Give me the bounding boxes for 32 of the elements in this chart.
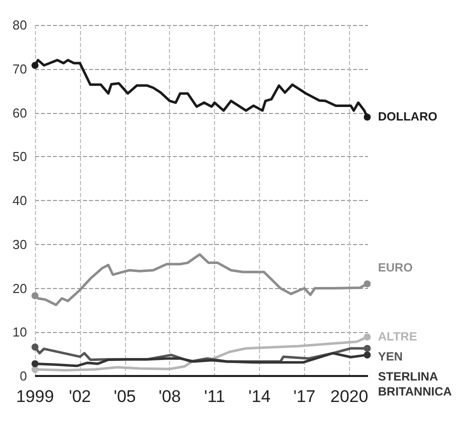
series-label: YEN bbox=[378, 349, 403, 364]
x-tick-label: '14 bbox=[248, 387, 271, 406]
y-tick-label: 10 bbox=[12, 324, 27, 340]
y-tick-label: 0 bbox=[20, 368, 27, 384]
y-tick-label: 80 bbox=[12, 18, 27, 32]
y-tick-label: 70 bbox=[12, 61, 27, 76]
y-tick-label: 40 bbox=[12, 193, 27, 208]
x-tick-label: '02 bbox=[68, 387, 91, 406]
series-label: DOLLARO bbox=[378, 110, 438, 124]
point bbox=[364, 333, 371, 340]
x-tick-label: '11 bbox=[204, 387, 226, 406]
x-tick-label: 2020 bbox=[330, 387, 368, 406]
y-tick-label: 50 bbox=[12, 149, 27, 164]
x-tick-label: '05 bbox=[114, 387, 136, 406]
point bbox=[32, 360, 38, 368]
x-tick-label: '08 bbox=[158, 387, 181, 406]
x-tick-label: '17 bbox=[293, 387, 316, 406]
series-label: EURO bbox=[378, 260, 413, 274]
point bbox=[32, 344, 38, 351]
y-tick-label: 20 bbox=[12, 280, 27, 296]
point bbox=[32, 292, 38, 300]
point bbox=[32, 62, 38, 69]
series-label: STERLINA BRITANNICA bbox=[378, 369, 452, 398]
point bbox=[364, 114, 371, 121]
x-tick-label: 1999 bbox=[16, 387, 54, 406]
series-label: ALTRE bbox=[378, 329, 418, 344]
point bbox=[364, 351, 371, 358]
y-tick-label: 60 bbox=[12, 105, 27, 120]
point bbox=[364, 280, 371, 288]
point bbox=[32, 366, 38, 373]
point bbox=[364, 344, 371, 352]
y-tick-label: 30 bbox=[12, 236, 27, 252]
